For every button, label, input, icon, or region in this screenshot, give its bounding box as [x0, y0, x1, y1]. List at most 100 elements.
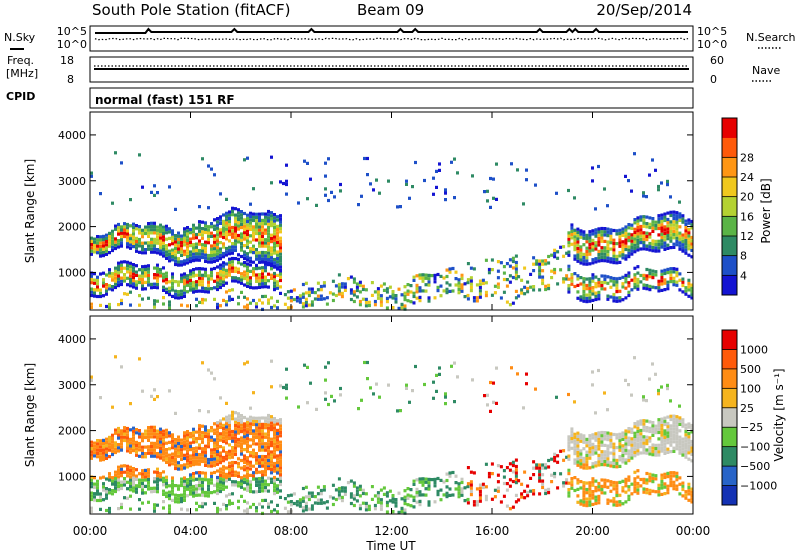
heatmap-cell	[600, 239, 604, 243]
heatmap-cell	[204, 250, 207, 254]
heatmap-cell	[90, 290, 93, 294]
heatmap-cell	[636, 265, 640, 269]
heatmap-cell	[642, 221, 646, 225]
heatmap-cell	[216, 233, 219, 237]
heatmap-cell	[357, 407, 360, 411]
heatmap-cell	[96, 482, 99, 487]
heatmap-cell	[177, 257, 180, 261]
heatmap-cell	[258, 276, 261, 280]
heatmap-cell	[435, 185, 438, 189]
heatmap-cell	[123, 432, 126, 436]
heatmap-cell	[219, 461, 222, 465]
heatmap-cell	[663, 416, 667, 420]
heatmap-cell	[687, 457, 691, 461]
heatmap-cell	[337, 496, 341, 500]
heatmap-cell	[376, 491, 380, 495]
heatmap-cell	[168, 289, 171, 293]
heatmap-cell	[675, 440, 679, 444]
heatmap-cell	[687, 485, 691, 490]
heatmap-cell	[225, 479, 228, 483]
heatmap-cell	[376, 494, 380, 498]
heatmap-cell	[249, 428, 252, 432]
heatmap-cell	[663, 212, 667, 216]
heatmap-cell	[177, 250, 180, 254]
heatmap-cell	[439, 274, 443, 278]
heatmap-cell	[642, 286, 646, 290]
heatmap-cell	[165, 454, 168, 458]
heatmap-cell	[225, 272, 228, 276]
heatmap-cell	[690, 497, 694, 501]
heatmap-cell	[180, 234, 183, 238]
heatmap-cell	[225, 441, 228, 445]
heatmap-cell	[204, 494, 207, 498]
heatmap-cell	[666, 243, 670, 247]
heatmap-cell	[361, 297, 365, 301]
heatmap-cell	[192, 447, 195, 451]
heatmap-cell	[174, 496, 177, 501]
heatmap-cell	[246, 479, 249, 483]
heatmap-cell	[213, 438, 216, 442]
heatmap-cell	[618, 289, 622, 293]
heatmap-cell	[630, 437, 634, 441]
heatmap-cell	[648, 436, 652, 440]
heatmap-cell	[279, 227, 282, 231]
heatmap-cell	[606, 408, 609, 412]
heatmap-cell	[279, 473, 282, 477]
heatmap-cell	[111, 232, 114, 237]
heatmap-cell	[579, 449, 583, 453]
heatmap-cell	[120, 486, 123, 491]
heatmap-cell	[177, 467, 180, 471]
heatmap-cell	[243, 454, 246, 458]
heatmap-cell	[189, 231, 192, 235]
heatmap-cell	[165, 485, 168, 489]
heatmap-cell	[273, 281, 276, 285]
heatmap-cell	[687, 422, 691, 426]
heatmap-cell	[144, 271, 147, 275]
heatmap-cell	[490, 462, 494, 466]
heatmap-cell	[490, 258, 494, 262]
heatmap-cell	[258, 257, 261, 261]
heatmap-cell	[633, 425, 637, 429]
heatmap-cell	[273, 284, 276, 288]
heatmap-cell	[114, 237, 117, 241]
heatmap-cell	[624, 257, 628, 261]
heatmap-cell	[666, 211, 670, 215]
heatmap-cell	[234, 213, 237, 217]
heatmap-cell	[573, 238, 577, 242]
heatmap-cell	[684, 493, 688, 497]
heatmap-cell	[630, 450, 634, 454]
heatmap-cell	[171, 462, 174, 466]
heatmap-cell	[636, 229, 640, 233]
heatmap-cell	[645, 234, 649, 238]
heatmap-cell	[225, 218, 228, 222]
heatmap-cell	[529, 476, 533, 480]
heatmap-cell	[538, 288, 542, 292]
heatmap-cell	[147, 500, 150, 504]
heatmap-cell	[651, 269, 655, 273]
heatmap-cell	[240, 417, 243, 421]
heatmap-cell	[438, 168, 441, 172]
heatmap-cell	[331, 483, 335, 487]
heatmap-cell	[636, 433, 640, 437]
heatmap-cell	[159, 478, 162, 482]
heatmap-cell	[165, 247, 168, 251]
heatmap-cell	[657, 421, 661, 425]
heatmap-cell	[237, 237, 240, 241]
heatmap-cell	[162, 500, 165, 504]
heatmap-cell	[316, 492, 320, 496]
heatmap-cell	[654, 270, 658, 274]
heatmap-cell	[228, 502, 231, 506]
heatmap-cell	[126, 439, 129, 443]
heatmap-cell	[588, 246, 592, 250]
heatmap-cell	[147, 241, 150, 245]
heatmap-cell	[279, 230, 282, 234]
heatmap-cell	[255, 263, 258, 267]
heatmap-cell	[120, 270, 123, 274]
heatmap-cell	[508, 280, 512, 284]
heatmap-cell	[585, 237, 589, 241]
heatmap-cell	[183, 230, 186, 234]
heatmap-cell	[234, 417, 237, 421]
heatmap-cell	[276, 464, 279, 468]
heatmap-cell	[219, 457, 222, 461]
heatmap-cell	[624, 445, 628, 449]
